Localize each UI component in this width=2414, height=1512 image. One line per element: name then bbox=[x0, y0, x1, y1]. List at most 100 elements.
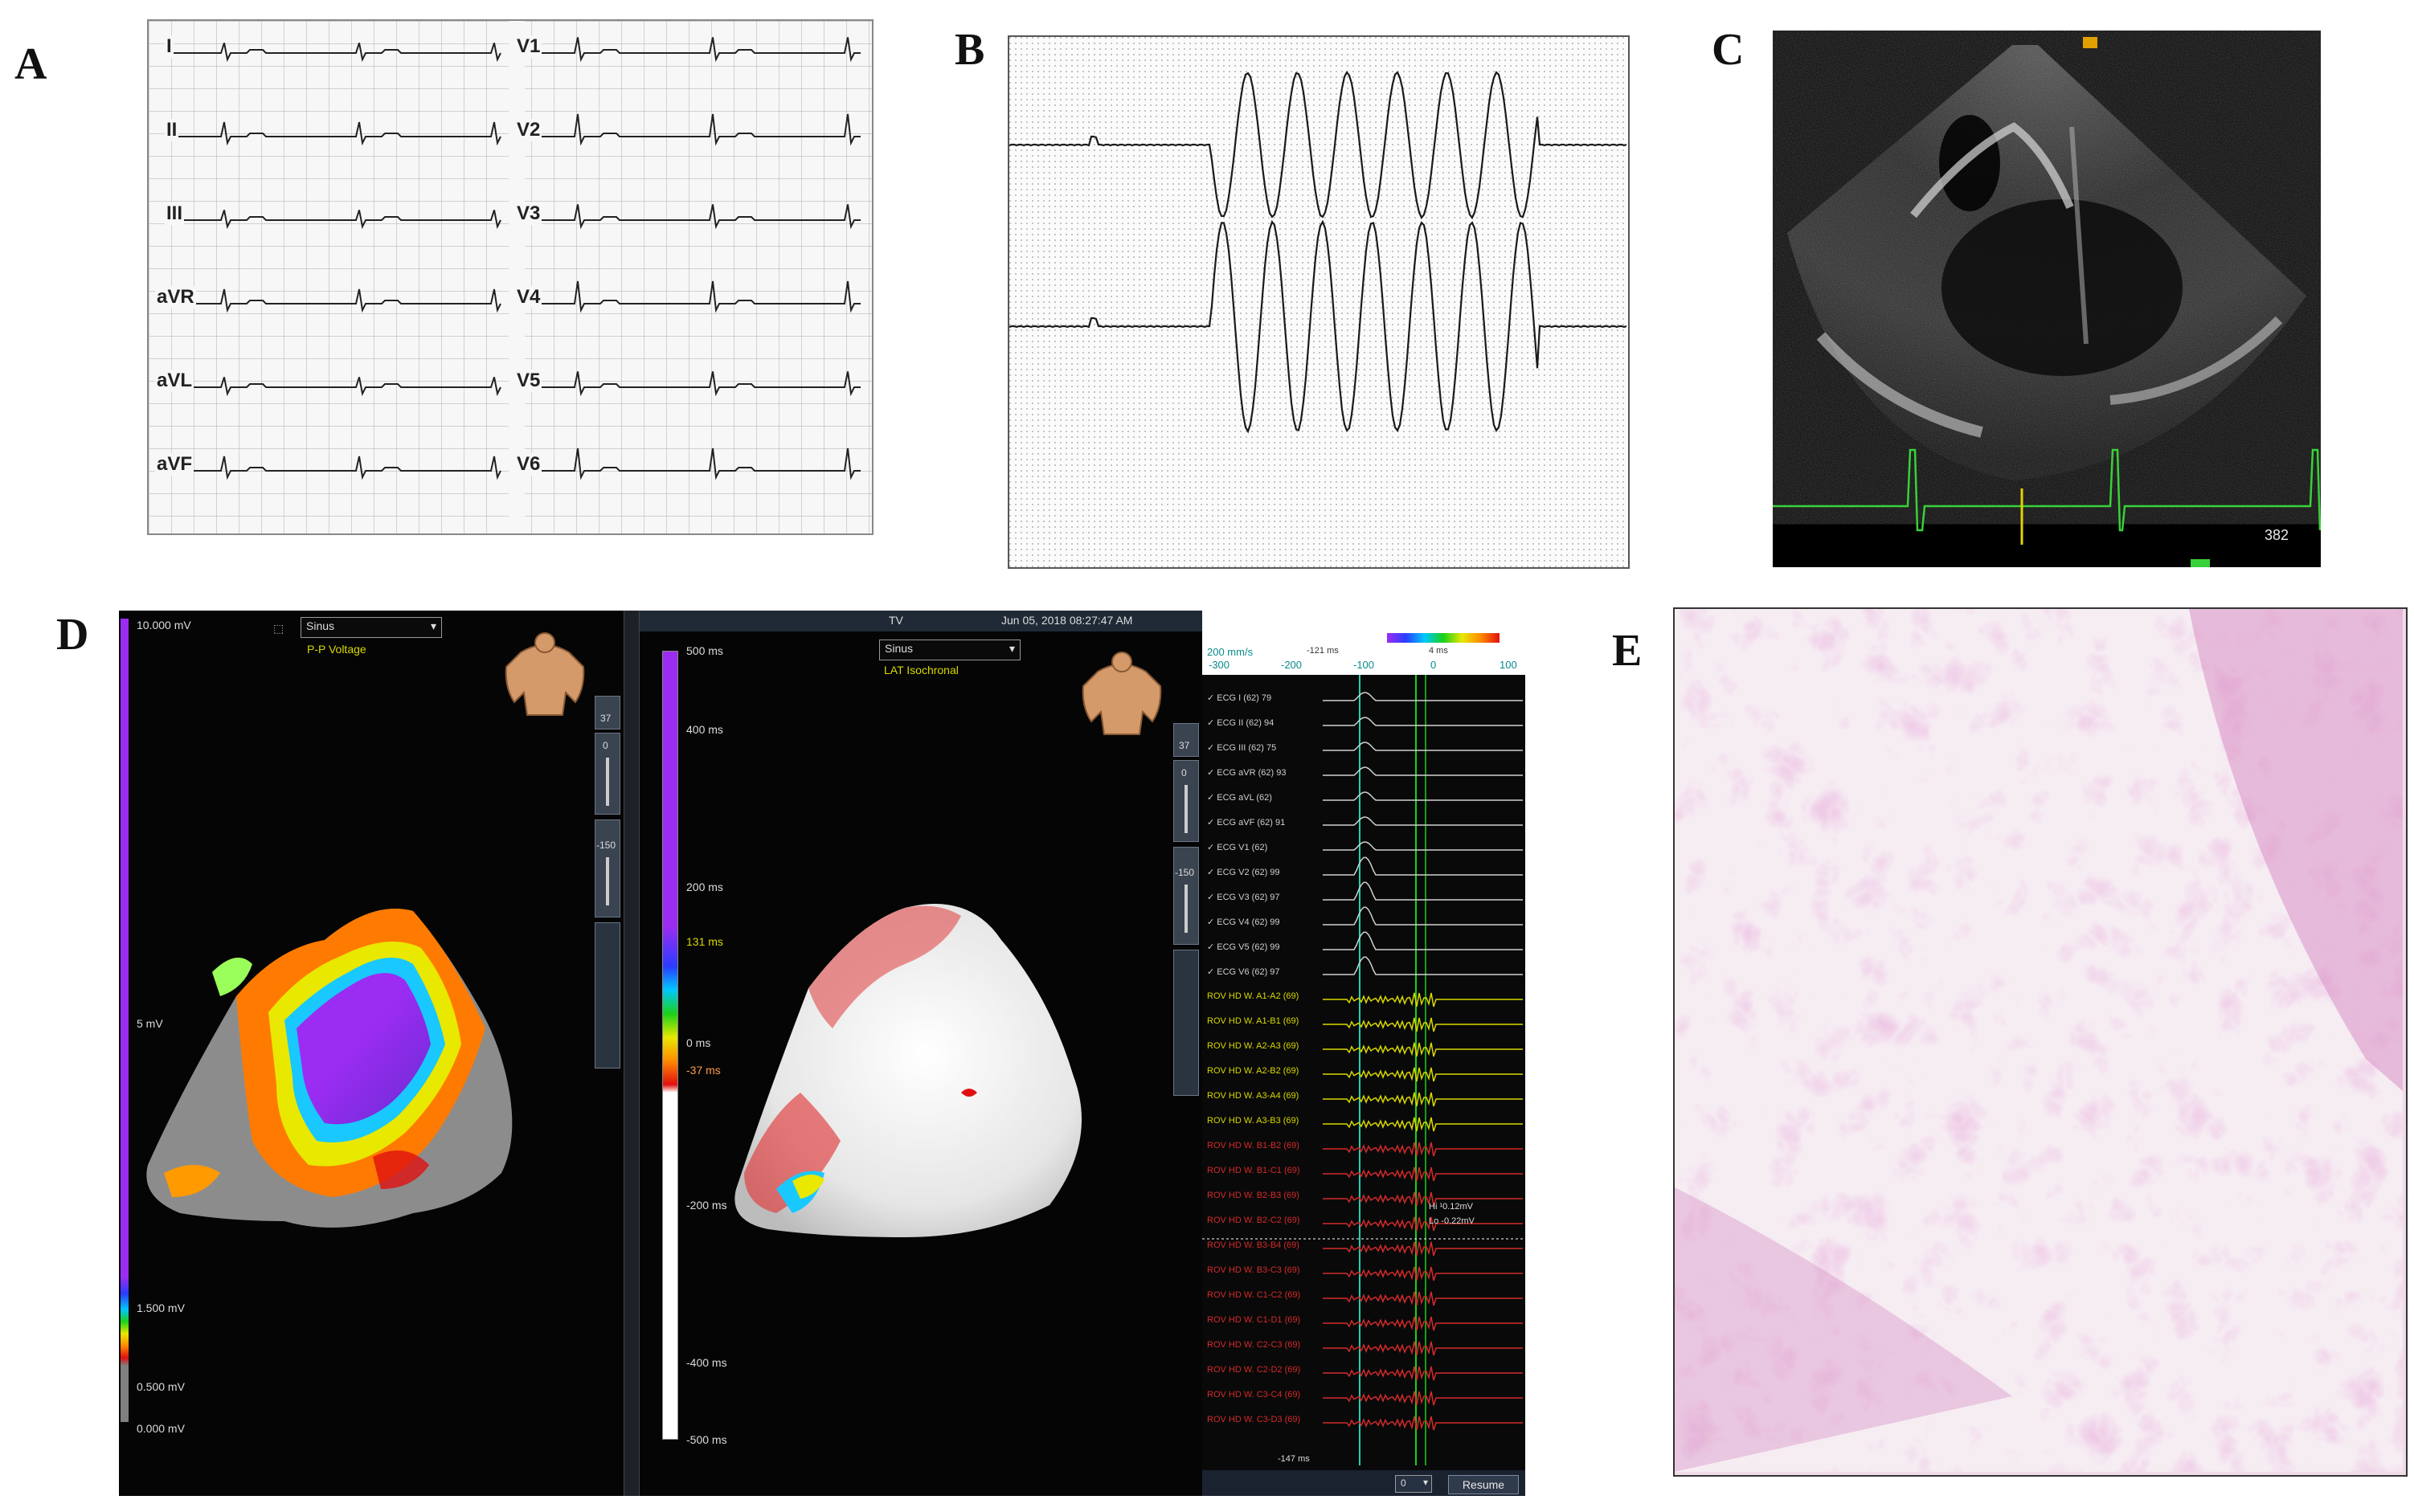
channel-label[interactable]: ROV HD W. B1-B2 (69) bbox=[1207, 1141, 1299, 1150]
channel-label[interactable]: ✓ ECG aVL (62) bbox=[1207, 793, 1272, 803]
hi-voltage-readout: Hi ¹0.12mV bbox=[1429, 1202, 1474, 1212]
channel-trace bbox=[1323, 1341, 1523, 1356]
marker-right-time: 4 ms bbox=[1429, 646, 1448, 656]
lat-scale-neg400: -400 ms bbox=[686, 1356, 727, 1369]
threshold-slider-upper[interactable]: 0 bbox=[595, 733, 620, 815]
channel-label[interactable]: ✓ ECG aVR (62) 93 bbox=[1207, 768, 1287, 778]
channel-label[interactable]: ROV HD W. A3-A4 (69) bbox=[1207, 1091, 1299, 1101]
channel-trace bbox=[1323, 881, 1523, 901]
channel-trace bbox=[1323, 1092, 1523, 1107]
channel-label[interactable]: ROV HD W. C1-C2 (69) bbox=[1207, 1290, 1301, 1300]
channel-label[interactable]: ✓ ECG V6 (62) 97 bbox=[1207, 967, 1280, 977]
rhythm-select-right[interactable]: Sinus ▾ bbox=[879, 640, 1021, 660]
slider-track bbox=[1184, 885, 1188, 933]
channel-label[interactable]: ✓ ECG II (62) 94 bbox=[1207, 718, 1275, 728]
channel-label[interactable]: ROV HD W. C2-C3 (69) bbox=[1207, 1340, 1301, 1350]
view-preset-toolbar[interactable] bbox=[595, 922, 620, 1069]
lead-label-avr: aVR bbox=[155, 286, 196, 309]
channel-label[interactable]: ✓ ECG V3 (62) 97 bbox=[1207, 893, 1280, 902]
channel-label[interactable]: ✓ ECG aVF (62) 91 bbox=[1207, 818, 1286, 828]
lat-window-bottom: -37 ms bbox=[686, 1064, 721, 1077]
map-select-icon: ⬚ bbox=[273, 622, 284, 635]
channel-trace bbox=[1323, 1291, 1523, 1306]
channel-label[interactable]: ROV HD W. B3-C3 (69) bbox=[1207, 1265, 1300, 1275]
channel-label[interactable]: ✓ ECG III (62) 75 bbox=[1207, 743, 1277, 753]
ecg-lead-trace bbox=[173, 288, 501, 313]
channel-label[interactable]: ROV HD W. A1-B1 (69) bbox=[1207, 1016, 1299, 1026]
channel-label[interactable]: ROV HD W. A2-B2 (69) bbox=[1207, 1066, 1299, 1076]
zoom-tool[interactable]: 37 bbox=[595, 696, 620, 729]
channel-trace bbox=[1323, 956, 1523, 975]
threshold-slider-upper[interactable]: 0 bbox=[1173, 760, 1199, 842]
channel-label[interactable]: ROV HD W. B2-B3 (69) bbox=[1207, 1191, 1299, 1200]
channel-trace bbox=[1323, 692, 1523, 701]
channel-label[interactable]: ROV HD W. A3-B3 (69) bbox=[1207, 1116, 1299, 1126]
lead-label-v1: V1 bbox=[515, 35, 542, 58]
slider-track bbox=[606, 857, 609, 905]
panel-letter-b: B bbox=[955, 25, 985, 75]
panel-splitter[interactable] bbox=[624, 611, 640, 1496]
voltage-map-mesh[interactable] bbox=[132, 852, 582, 1237]
channel-trace bbox=[1323, 766, 1523, 776]
torso-orientation-icon[interactable] bbox=[1066, 648, 1178, 736]
lat-scale-400: 400 ms bbox=[686, 723, 723, 736]
map-type-label: LAT Isochronal bbox=[884, 664, 959, 676]
rhythm-select-left[interactable]: Sinus ▾ bbox=[301, 617, 442, 638]
ecg-lead-trace bbox=[526, 371, 861, 397]
timeline-tick: -200 bbox=[1281, 659, 1303, 671]
channel-trace bbox=[1323, 1316, 1523, 1331]
channel-label[interactable]: ROV HD W. A1-A2 (69) bbox=[1207, 991, 1299, 1001]
channel-trace bbox=[1323, 1191, 1523, 1207]
threshold-slider-lower[interactable]: -150 bbox=[1173, 847, 1199, 945]
channel-label[interactable]: ✓ ECG V4 (62) 99 bbox=[1207, 917, 1280, 927]
channel-label[interactable]: ROV HD W. C1-D1 (69) bbox=[1207, 1315, 1301, 1325]
ecg-lead-trace bbox=[173, 456, 501, 480]
resume-button[interactable]: Resume bbox=[1448, 1475, 1519, 1494]
lat-map-view: TV Jun 05, 2018 08:27:47 AM 500 ms 400 m… bbox=[640, 611, 1202, 1496]
lead-label-avf: aVF bbox=[155, 453, 194, 476]
channel-trace bbox=[1323, 856, 1523, 876]
chevron-down-icon: ▾ bbox=[1422, 1477, 1428, 1488]
channel-label[interactable]: ROV HD W. B2-C2 (69) bbox=[1207, 1216, 1300, 1225]
view-preset-toolbar[interactable] bbox=[1173, 950, 1199, 1096]
signal-traces-panel: 200 mm/s -121 ms 4 ms -300 -200 -100 0 1… bbox=[1202, 630, 1525, 1496]
voltage-scale-lower: 0.500 mV bbox=[137, 1380, 185, 1393]
channel-label[interactable]: ROV HD W. C2-D2 (69) bbox=[1207, 1365, 1301, 1375]
lead-label-v3: V3 bbox=[515, 202, 542, 225]
lead-label-iii: III bbox=[165, 202, 185, 225]
bottom-time-marker: -147 ms bbox=[1278, 1454, 1310, 1464]
channel-trace bbox=[1323, 1366, 1523, 1381]
gain-select[interactable]: 0 ▾ bbox=[1395, 1475, 1432, 1493]
channel-label[interactable]: ✓ ECG V5 (62) 99 bbox=[1207, 942, 1280, 952]
channel-label[interactable]: ROV HD W. C3-D3 (69) bbox=[1207, 1415, 1301, 1424]
channel-trace bbox=[1323, 1167, 1523, 1182]
threshold-slider-lower[interactable]: -150 bbox=[595, 819, 620, 917]
echo-image bbox=[1773, 37, 2321, 567]
channel-label[interactable]: ✓ ECG I (62) 79 bbox=[1207, 693, 1272, 703]
channel-trace bbox=[1323, 742, 1523, 751]
signal-traces bbox=[1202, 675, 1525, 1465]
map-title: TV bbox=[889, 614, 903, 627]
channel-label[interactable]: ROV HD W. B1-C1 (69) bbox=[1207, 1166, 1300, 1175]
zoom-tool-value: 37 bbox=[600, 713, 612, 724]
timeline-tick: -100 bbox=[1353, 659, 1375, 671]
channel-trace bbox=[1323, 717, 1523, 726]
lo-voltage-readout: Lo -0.22mV bbox=[1429, 1216, 1475, 1226]
channel-trace bbox=[1323, 1416, 1523, 1431]
rhythm-select-value: Sinus bbox=[885, 642, 914, 655]
torso-orientation-icon[interactable] bbox=[489, 628, 601, 717]
channel-label[interactable]: ROV HD W. A2-A3 (69) bbox=[1207, 1041, 1299, 1051]
lat-scale-neg200: -200 ms bbox=[686, 1199, 727, 1212]
channel-label[interactable]: ROV HD W. C3-C4 (69) bbox=[1207, 1390, 1301, 1400]
histology-micrograph bbox=[1673, 607, 2408, 1477]
echo-ecg-trace bbox=[1773, 448, 2321, 532]
zoom-tool[interactable]: 37 bbox=[1173, 723, 1199, 757]
channel-label[interactable]: ✓ ECG V2 (62) 99 bbox=[1207, 868, 1280, 877]
lat-map-mesh[interactable] bbox=[696, 852, 1114, 1269]
voltage-scale-upper: 1.500 mV bbox=[137, 1302, 185, 1314]
channel-label[interactable]: ROV HD W. B3-B4 (69) bbox=[1207, 1240, 1299, 1250]
lat-window-top: 131 ms bbox=[686, 935, 723, 948]
gain-select-value: 0 bbox=[1401, 1477, 1406, 1489]
slider-track bbox=[606, 758, 609, 806]
channel-label[interactable]: ✓ ECG V1 (62) bbox=[1207, 843, 1268, 852]
